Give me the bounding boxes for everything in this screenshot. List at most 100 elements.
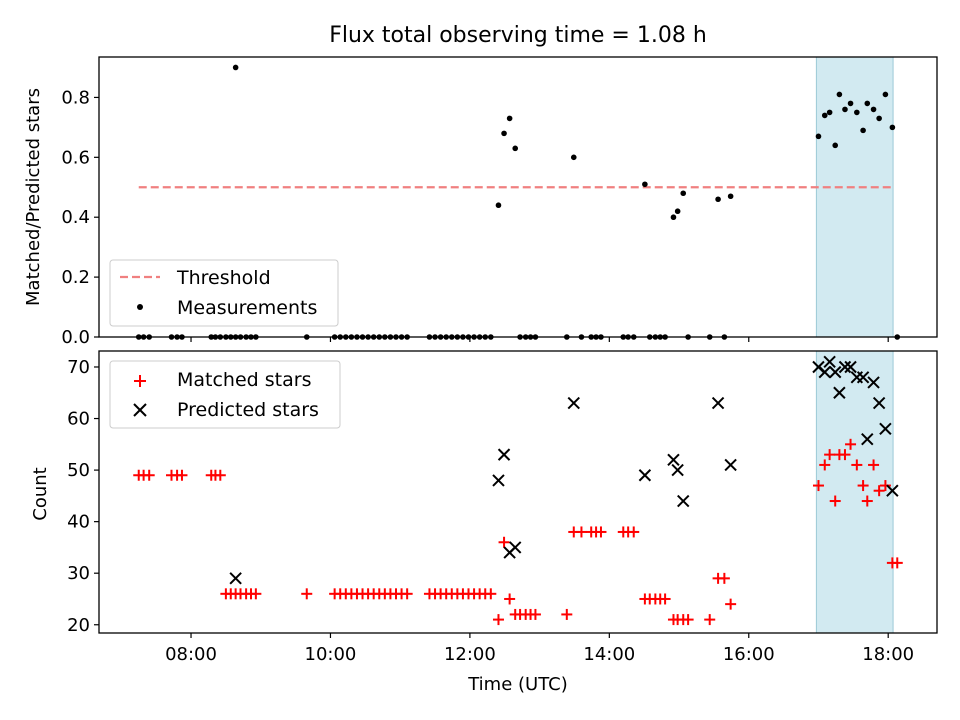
ratio-plot-frame	[98, 56, 938, 338]
matched-star-point	[485, 588, 497, 600]
matched-star-point	[868, 459, 880, 471]
measurement-point	[842, 106, 848, 113]
matched-star-point	[861, 495, 873, 507]
measurement-point	[674, 208, 681, 215]
measurement-point	[889, 124, 896, 131]
matched-star-point	[492, 614, 504, 626]
measurement-point	[832, 142, 839, 149]
ratio-y-tick-label: 0.8	[61, 87, 90, 108]
measurement-point	[821, 112, 828, 119]
measurement-point	[826, 109, 833, 116]
count-y-axis-label: Count	[30, 467, 51, 520]
count-highlight-band	[815, 350, 894, 634]
measurement-point	[836, 91, 843, 98]
matched-star-point	[879, 480, 891, 492]
ratio-y-axis: 0.0 0.2 0.4 0.6 0.8	[61, 87, 99, 348]
count-x-axis: 08:00 10:00 12:00 14:00 16:00 18:00	[165, 633, 914, 665]
measurements-legend-label: Measurements	[177, 297, 317, 319]
measurement-point	[506, 115, 513, 122]
matched-star-point	[301, 588, 313, 600]
ratio-highlight-band	[815, 56, 894, 338]
predicted-star-point	[567, 396, 580, 410]
measurement-point	[512, 145, 519, 152]
matched-star-point	[704, 614, 716, 626]
predicted-star-point	[838, 360, 852, 374]
count-y-tick-label: 50	[67, 460, 90, 481]
matched-star-point	[504, 593, 516, 605]
count-x-tick-label: 08:00	[165, 644, 217, 665]
threshold-legend-label: Threshold	[176, 267, 271, 289]
matched-legend-label: Matched stars	[177, 369, 311, 391]
measurement-point	[501, 130, 507, 137]
matched-star-point	[857, 480, 869, 492]
matched-star-point	[176, 469, 188, 481]
ratio-y-tick-label: 0.0	[61, 327, 90, 348]
matched-star-point	[659, 593, 671, 605]
matched-star-point	[725, 598, 737, 610]
predicted-star-point	[861, 432, 874, 446]
count-y-tick-label: 20	[67, 615, 90, 636]
count-panel: 20 30 40 50 60 70 08:00 10:00 12:00 14:00 16:00 18…	[30, 350, 938, 695]
measurements-legend-swatch	[137, 304, 143, 310]
predicted-star-point	[497, 448, 511, 461]
ratio-y-tick-label: 0.2	[61, 267, 90, 288]
x-axis-label: Time (UTC)	[467, 674, 568, 695]
measurement-point	[876, 115, 882, 122]
predicted-star-point	[229, 572, 242, 585]
matched-star-point	[682, 614, 694, 626]
measurement-point	[815, 133, 822, 140]
matched-star-point	[851, 459, 863, 471]
ratio-legend: Threshold Measurements	[109, 259, 339, 327]
count-x-tick-label: 16:00	[723, 644, 775, 665]
predicted-star-point	[638, 469, 652, 482]
matched-star-point	[829, 495, 841, 507]
predicted-star-point	[886, 484, 899, 497]
predicted-legend-swatch	[133, 403, 147, 417]
ratio-y-axis-label: Matched/Predicted stars	[23, 88, 44, 306]
count-legend: Matched stars Predicted stars	[109, 360, 341, 429]
predicted-star-point	[671, 463, 684, 477]
predicted-star-point	[829, 365, 842, 379]
count-x-tick-label: 14:00	[583, 644, 635, 665]
measurement-point	[864, 100, 871, 107]
predicted-legend-label: Predicted stars	[177, 399, 319, 421]
matched-star-point	[575, 526, 587, 538]
count-x-tick-label: 10:00	[305, 644, 357, 665]
predicted-star-point	[856, 371, 870, 384]
figure-title: Flux total observing time = 1.08 h	[329, 23, 707, 48]
matched-star-point	[401, 588, 413, 600]
predicted-star-point	[677, 494, 690, 508]
count-points	[133, 355, 903, 626]
matched-star-point	[628, 526, 640, 538]
ratio-y-tick-label: 0.6	[61, 147, 90, 168]
matched-star-point	[873, 485, 885, 497]
count-y-tick-label: 40	[67, 512, 90, 533]
measurement-point	[670, 214, 677, 221]
count-y-tick-label: 30	[67, 563, 90, 584]
matched-star-point	[250, 588, 262, 600]
measurement-point	[642, 181, 648, 188]
count-y-tick-label: 70	[67, 357, 90, 378]
matched-star-point	[819, 459, 831, 471]
measurement-point	[860, 127, 866, 134]
measurement-point	[882, 91, 889, 98]
ratio-x-ticks	[190, 337, 889, 342]
measurement-point	[715, 196, 721, 203]
matched-star-point	[718, 572, 730, 584]
measurement-point	[727, 193, 734, 200]
ratio-y-tick-label: 0.4	[61, 207, 90, 228]
predicted-star-point	[724, 458, 737, 472]
predicted-star-point	[823, 355, 836, 369]
matched-star-point	[498, 536, 510, 548]
matched-star-point	[561, 608, 573, 620]
measurement-point	[680, 190, 687, 197]
matched-star-point	[812, 480, 824, 492]
predicted-star-point	[844, 360, 857, 374]
predicted-star-point	[867, 376, 880, 389]
count-x-tick-label: 18:00	[862, 644, 914, 665]
ratio-legend-box	[109, 259, 339, 327]
matched-star-point	[529, 608, 541, 620]
predicted-star-point	[818, 365, 831, 379]
matched-star-point	[595, 526, 607, 538]
